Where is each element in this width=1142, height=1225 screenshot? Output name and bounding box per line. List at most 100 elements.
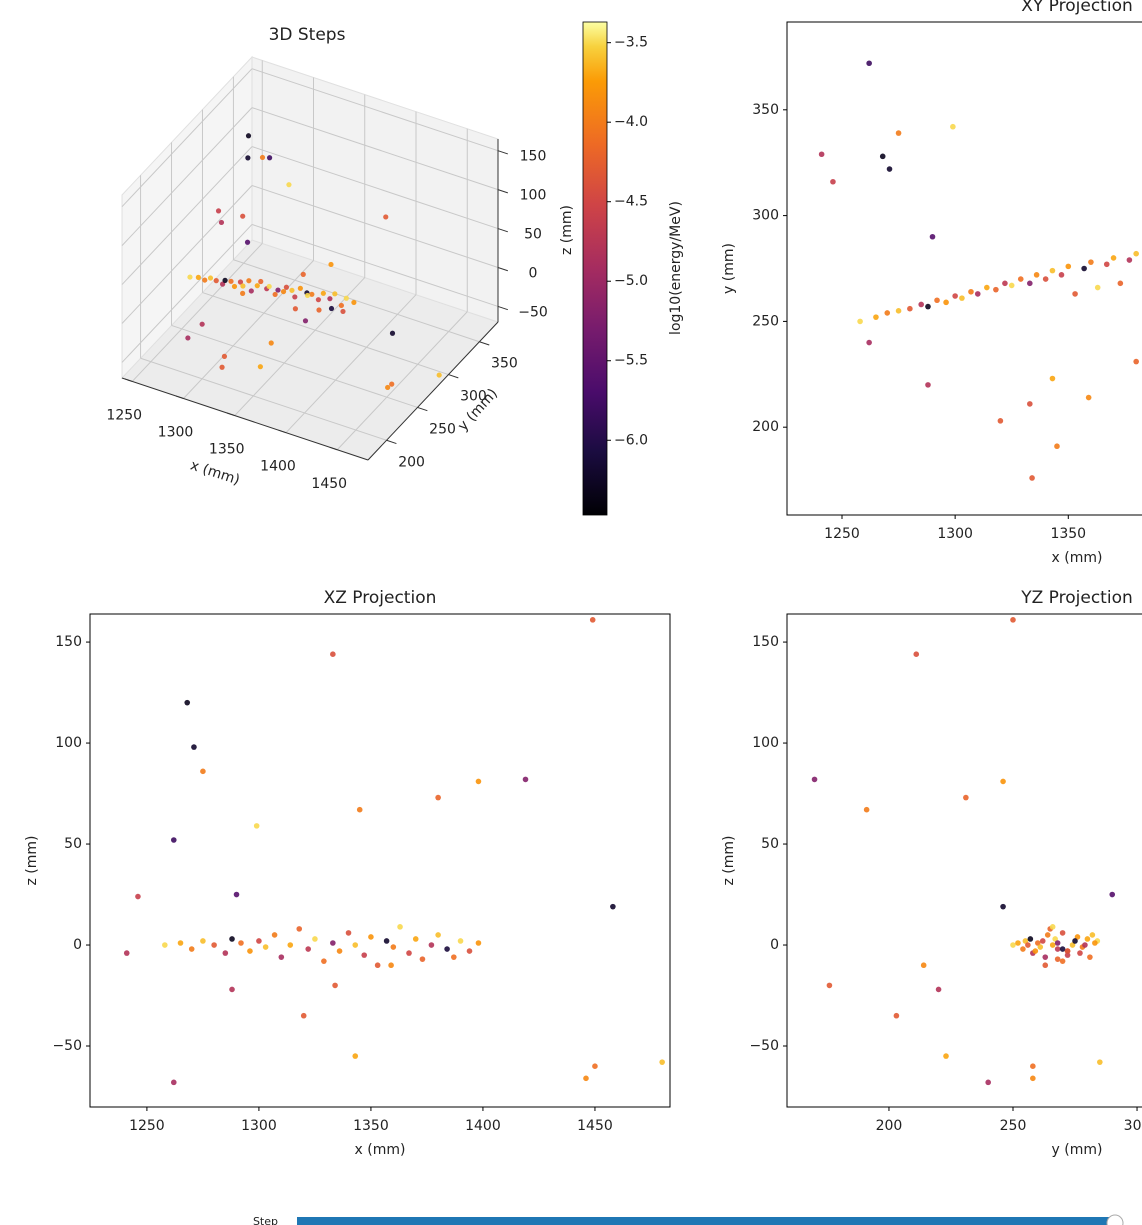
grid-line: [140, 357, 387, 441]
x-tick-label: 1250: [106, 407, 142, 423]
data-point: [292, 294, 298, 300]
data-point: [968, 288, 974, 295]
data-point: [330, 651, 336, 657]
chart-title: XZ Projection: [324, 588, 437, 608]
data-point: [286, 182, 292, 188]
data-point: [893, 1012, 900, 1019]
data-point: [309, 291, 315, 297]
data-point: [873, 314, 879, 320]
grid-line: [336, 311, 468, 451]
x-tick-label: 1250: [129, 1118, 165, 1134]
data-point: [389, 330, 396, 336]
data-point: [240, 213, 246, 219]
data-point: [918, 301, 924, 308]
data-point: [475, 778, 482, 785]
data-point: [316, 307, 322, 313]
data-point: [297, 285, 303, 291]
side-pane: [121, 55, 253, 380]
data-point: [451, 954, 457, 960]
x-tick-label: 1250: [824, 526, 860, 542]
data-point: [246, 278, 252, 284]
data-point: [1010, 617, 1016, 623]
chart-title: 3D Steps: [269, 25, 346, 45]
y-tick-label: 50: [64, 836, 82, 852]
data-point: [1022, 938, 1029, 944]
data-point: [213, 278, 219, 284]
x-axis-label: x (mm): [1052, 550, 1103, 566]
data-point: [1035, 940, 1041, 946]
data-point: [328, 305, 335, 312]
data-point: [385, 384, 391, 391]
data-point: [340, 308, 346, 315]
plot-area: [811, 617, 1116, 1086]
data-point: [248, 288, 254, 294]
data-point: [920, 962, 927, 969]
grid-line: [251, 185, 499, 268]
data-point: [466, 948, 473, 954]
y-tick-label: 300: [752, 208, 779, 224]
y-tick-label: 350: [491, 356, 518, 372]
grid-line: [251, 146, 499, 230]
data-point: [830, 178, 836, 185]
z-tick-label: −50: [518, 304, 548, 320]
data-point: [1059, 958, 1066, 964]
data-point: [610, 903, 616, 910]
data-point: [304, 292, 311, 299]
data-point: [1089, 932, 1096, 938]
axes-frame: [89, 613, 671, 1108]
slider[interactable]: Step: [253, 1214, 1124, 1225]
z-tick-label: 0: [529, 265, 538, 281]
data-point: [283, 284, 290, 290]
data-point: [436, 372, 442, 378]
data-point: [950, 123, 956, 130]
data-point: [866, 339, 872, 346]
data-point: [221, 353, 228, 359]
data-point: [237, 279, 244, 285]
data-point: [935, 986, 942, 993]
data-point: [457, 938, 464, 944]
colorbar-tick-label: −3.5: [614, 35, 648, 51]
tick-mark: [479, 341, 490, 346]
grid-line: [285, 294, 417, 434]
data-point: [368, 934, 374, 940]
slider-handle[interactable]: [1106, 1214, 1124, 1225]
data-point: [321, 958, 327, 964]
data-point: [278, 954, 285, 960]
tick-mark: [448, 374, 459, 379]
grid-line: [131, 243, 263, 382]
colorbar-tick-label: −5.0: [614, 273, 648, 289]
data-point: [925, 303, 931, 310]
slider-label: Step: [253, 1215, 278, 1225]
data-point: [162, 942, 168, 948]
data-point: [1030, 1075, 1036, 1082]
data-point: [1052, 936, 1058, 942]
data-point: [1064, 952, 1071, 958]
data-point: [913, 651, 920, 657]
data-point: [343, 295, 349, 301]
data-point: [199, 321, 205, 327]
data-point: [388, 962, 394, 969]
grid-line: [234, 277, 366, 416]
y-tick-label: 0: [770, 937, 779, 953]
data-point: [272, 291, 278, 298]
grid-line: [171, 324, 418, 408]
data-point: [1015, 940, 1021, 946]
data-point: [1000, 903, 1006, 910]
x-tick-label: 1300: [158, 425, 194, 441]
x-tick-label: 1400: [260, 459, 296, 475]
slider-track[interactable]: [297, 1217, 1115, 1225]
x-tick-label: 200: [876, 1118, 903, 1134]
data-point: [985, 1079, 991, 1086]
data-point: [207, 275, 214, 281]
data-point: [659, 1059, 665, 1065]
data-point: [1088, 259, 1094, 265]
data-point: [1029, 475, 1035, 481]
data-point: [351, 299, 357, 306]
x-tick-label: 1400: [465, 1118, 501, 1134]
data-point: [275, 287, 281, 293]
data-point: [522, 776, 529, 783]
data-point: [312, 936, 318, 942]
data-point: [245, 133, 252, 139]
data-point: [1033, 272, 1040, 278]
